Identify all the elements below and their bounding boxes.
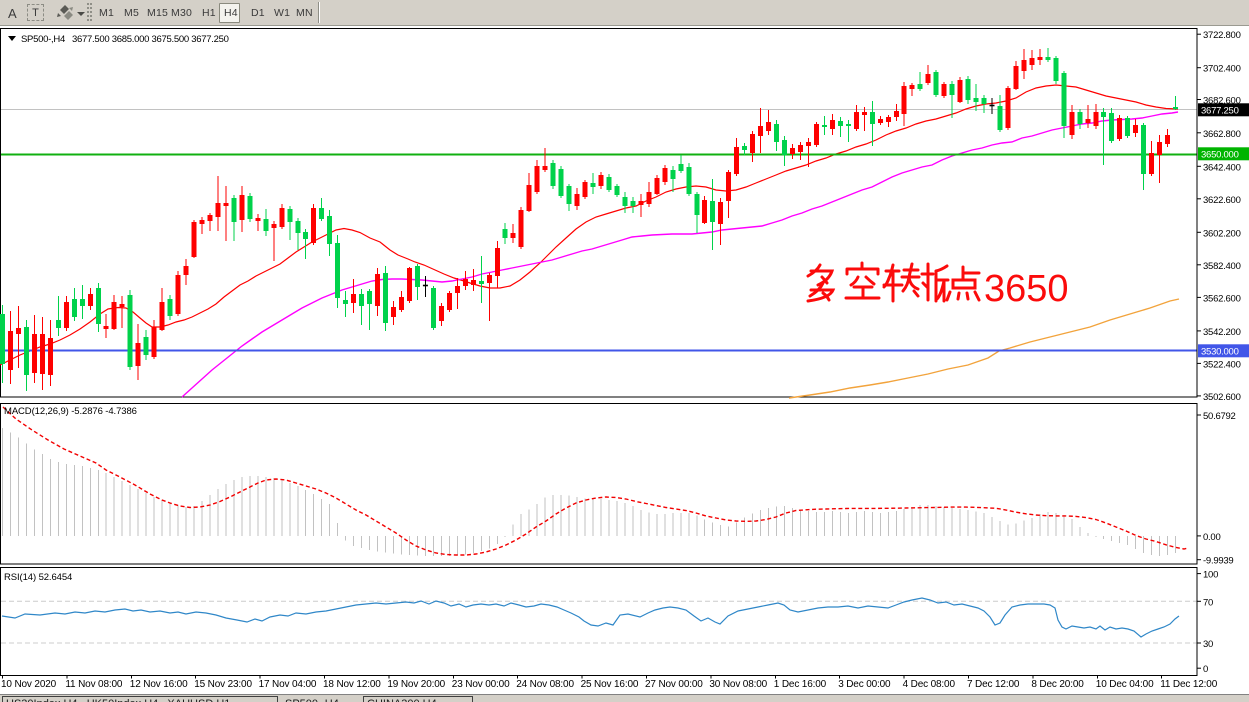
svg-text:RSI(14) 52.6454: RSI(14) 52.6454 <box>4 572 72 583</box>
svg-text:3582.400: 3582.400 <box>1203 261 1241 272</box>
svg-text:3650.000: 3650.000 <box>1201 149 1239 160</box>
svg-text:SP500-,H4 3677.500 3685.000: SP500-,H4 3677.500 3685.000 3675.500 367… <box>21 34 229 45</box>
svg-text:0: 0 <box>1203 664 1208 675</box>
svg-text:3542.200: 3542.200 <box>1203 327 1241 338</box>
svg-text:18 Nov 12:00: 18 Nov 12:00 <box>323 679 381 690</box>
svg-text:MACD(12,26,9) -5.2876 -4.7386: MACD(12,26,9) -5.2876 -4.7386 <box>4 406 137 417</box>
svg-text:15 Nov 23:00: 15 Nov 23:00 <box>194 679 252 690</box>
svg-text:3622.600: 3622.600 <box>1203 195 1241 206</box>
svg-text:19 Nov 20:00: 19 Nov 20:00 <box>387 679 445 690</box>
svg-text:17 Nov 04:00: 17 Nov 04:00 <box>259 679 317 690</box>
svg-text:8 Dec 20:00: 8 Dec 20:00 <box>1031 679 1084 690</box>
svg-text:30 Nov 08:00: 30 Nov 08:00 <box>709 679 767 690</box>
svg-text:3530.000: 3530.000 <box>1201 346 1239 357</box>
svg-text:3602.200: 3602.200 <box>1203 228 1241 239</box>
svg-text:27 Nov 00:00: 27 Nov 00:00 <box>645 679 703 690</box>
svg-text:24 Nov 08:00: 24 Nov 08:00 <box>516 679 574 690</box>
svg-text:30: 30 <box>1203 639 1213 650</box>
svg-text:70: 70 <box>1203 597 1213 608</box>
svg-text:4 Dec 08:00: 4 Dec 08:00 <box>903 679 956 690</box>
svg-text:10 Dec 04:00: 10 Dec 04:00 <box>1096 679 1154 690</box>
svg-text:12 Nov 16:00: 12 Nov 16:00 <box>130 679 188 690</box>
svg-text:3662.800: 3662.800 <box>1203 129 1241 140</box>
svg-text:3 Dec 00:00: 3 Dec 00:00 <box>838 679 891 690</box>
svg-text:25 Nov 16:00: 25 Nov 16:00 <box>581 679 639 690</box>
svg-text:0.00: 0.00 <box>1203 532 1221 543</box>
svg-text:3562.600: 3562.600 <box>1203 293 1241 304</box>
svg-text:3650: 3650 <box>984 268 1069 310</box>
svg-text:11 Nov 08:00: 11 Nov 08:00 <box>65 679 123 690</box>
svg-text:10 Nov 2020: 10 Nov 2020 <box>1 679 57 690</box>
svg-text:3642.400: 3642.400 <box>1203 162 1241 173</box>
svg-text:50.6792: 50.6792 <box>1203 411 1236 422</box>
svg-text:23 Nov 00:00: 23 Nov 00:00 <box>452 679 510 690</box>
svg-text:3677.250: 3677.250 <box>1201 105 1239 116</box>
svg-text:7 Dec 12:00: 7 Dec 12:00 <box>967 679 1020 690</box>
svg-text:100: 100 <box>1203 570 1218 581</box>
svg-text:3702.400: 3702.400 <box>1203 64 1241 75</box>
svg-text:11 Dec 12:00: 11 Dec 12:00 <box>1160 679 1218 690</box>
svg-text:3682.600: 3682.600 <box>1203 96 1241 107</box>
svg-text:1 Dec 16:00: 1 Dec 16:00 <box>774 679 827 690</box>
svg-text:-9.9939: -9.9939 <box>1203 556 1233 567</box>
svg-text:3502.600: 3502.600 <box>1203 392 1241 403</box>
svg-text:3722.800: 3722.800 <box>1203 30 1241 41</box>
svg-text:3522.400: 3522.400 <box>1203 359 1241 370</box>
